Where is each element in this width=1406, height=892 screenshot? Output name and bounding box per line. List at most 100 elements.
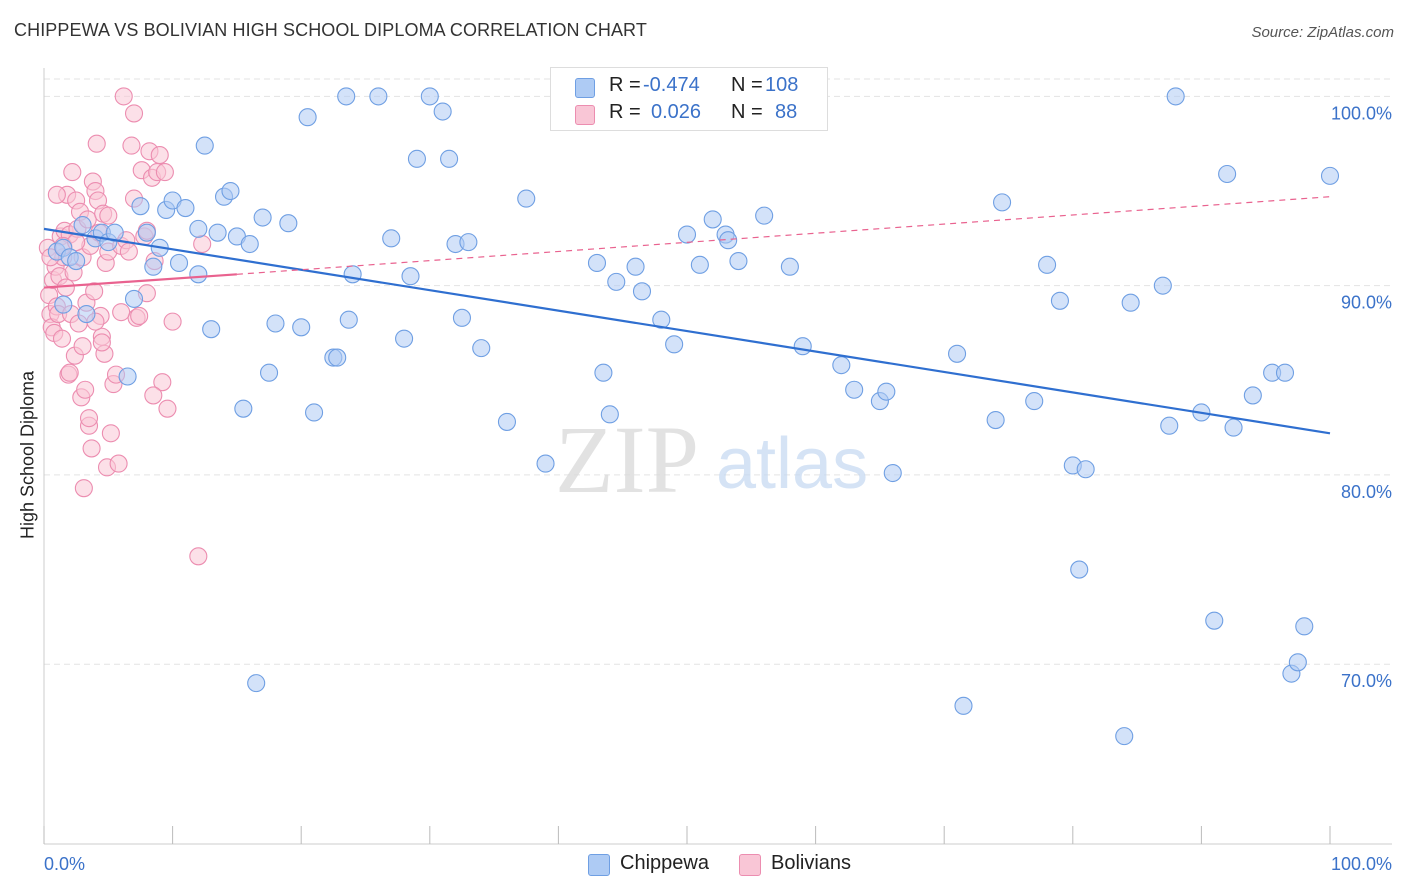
chippewa-point — [719, 231, 738, 250]
chippewa-point — [703, 210, 722, 229]
bolivian-point — [130, 306, 149, 325]
bolivian-point — [122, 136, 141, 155]
chippewa-point — [1224, 418, 1243, 437]
chippewa-point — [1288, 653, 1307, 672]
chippewa-point — [845, 380, 864, 399]
chippewa-point — [452, 308, 472, 327]
chippewa-point — [536, 454, 555, 473]
bolivian-point — [73, 337, 92, 356]
bolivian-point — [155, 163, 174, 182]
chippewa-point — [1320, 166, 1340, 185]
bolivian-point — [114, 87, 133, 106]
bolivian-point — [109, 454, 128, 473]
chippewa-point — [67, 252, 86, 271]
chippewa-point — [1115, 727, 1134, 746]
chippewa-point — [433, 102, 452, 121]
chippewa-point — [1295, 617, 1314, 636]
chippewa-point — [1153, 276, 1172, 295]
grid-lines — [44, 78, 1392, 665]
bolivian-point — [101, 424, 120, 443]
chippewa-point — [1050, 291, 1069, 310]
bolivians-n-value: 88 — [775, 101, 798, 123]
chippewa-point — [632, 282, 652, 301]
chippewa-point — [305, 403, 324, 422]
bolivian-point — [85, 282, 104, 301]
chippewa-point — [497, 412, 517, 431]
tick-labels: 70.0% 80.0% 90.0% 100.0% 0.0% 100.0% — [44, 103, 1392, 874]
chippewa-point — [986, 410, 1005, 430]
chippewa-point — [407, 149, 426, 168]
chippewa-point — [54, 295, 73, 314]
chippewa-point — [993, 193, 1012, 212]
chippewa-point — [401, 267, 420, 286]
x-tick-label-min: 0.0% — [44, 854, 85, 874]
chippewa-point — [266, 314, 285, 333]
bolivian-point — [144, 386, 163, 405]
chippewa-point — [607, 272, 626, 291]
y-tick-label: 90.0% — [1341, 293, 1392, 313]
watermark-zip: ZIP — [555, 406, 699, 513]
chippewa-point — [339, 310, 358, 329]
bolivian-point — [112, 303, 131, 322]
chippewa-point — [118, 367, 137, 386]
chippewa-point — [247, 674, 266, 693]
chippewa-point — [328, 348, 347, 367]
y-tick-label: 100.0% — [1331, 103, 1392, 123]
chippewa-point — [221, 181, 240, 201]
chippewa-point — [292, 318, 311, 337]
chippewa-n-value: 108 — [765, 74, 799, 96]
chippewa-point — [793, 337, 812, 356]
chippewa-point — [144, 257, 163, 276]
n-label: N = — [731, 74, 763, 96]
chippewa-point — [1205, 611, 1224, 630]
chippewa-trend-line — [43, 227, 1331, 435]
bolivian-point — [124, 104, 144, 123]
chippewa-point — [665, 335, 684, 354]
bolivians-legend-swatch — [739, 854, 761, 876]
trend-lines — [43, 196, 1331, 435]
chippewa-point — [883, 463, 902, 483]
bolivian-point — [74, 479, 93, 498]
chippewa-point — [472, 339, 491, 358]
bolivian-point — [63, 163, 82, 182]
bolivian-point — [163, 312, 182, 331]
bolivian-point — [119, 242, 138, 261]
r-label: R = — [609, 101, 641, 123]
chippewa-point — [780, 257, 799, 276]
chippewa-point — [626, 257, 645, 276]
x-tick-label-max: 100.0% — [1331, 854, 1392, 874]
chippewa-point — [176, 199, 195, 218]
bolivian-point — [79, 409, 99, 428]
chippewa-point — [594, 363, 613, 382]
bolivian-point — [60, 363, 79, 382]
chippewa-point — [395, 329, 414, 348]
chippewa-point — [195, 136, 214, 155]
bolivian-point — [92, 333, 111, 352]
chippewa-legend-swatch — [588, 854, 610, 876]
bolivian-point — [193, 234, 212, 254]
chippewa-point — [1166, 87, 1185, 106]
bolivian-point — [52, 329, 72, 348]
chippewa-point — [1160, 416, 1179, 435]
chippewa-r-value: -0.474 — [643, 74, 700, 96]
chart-source: Source: ZipAtlas.com — [1251, 24, 1394, 41]
chippewa-point — [729, 252, 748, 271]
chippewa-point — [690, 255, 709, 274]
watermark-atlas: atlas — [716, 424, 868, 504]
chippewa-point — [259, 363, 279, 382]
chippewa-point — [954, 696, 973, 715]
chippewa-point — [77, 304, 96, 324]
bolivian-point — [47, 185, 66, 204]
bolivians-swatch — [575, 105, 595, 125]
bolivian-point — [158, 399, 177, 418]
chippewa-point — [587, 253, 607, 272]
chippewa-point — [420, 87, 439, 106]
chippewa-point — [1070, 560, 1089, 579]
chippewa-point — [459, 233, 478, 252]
chippewa-point — [343, 265, 362, 284]
chippewa-point — [1218, 164, 1237, 184]
chippewa-point — [1025, 392, 1044, 411]
chippewa-point — [240, 234, 259, 254]
chippewa-swatch — [575, 78, 595, 98]
